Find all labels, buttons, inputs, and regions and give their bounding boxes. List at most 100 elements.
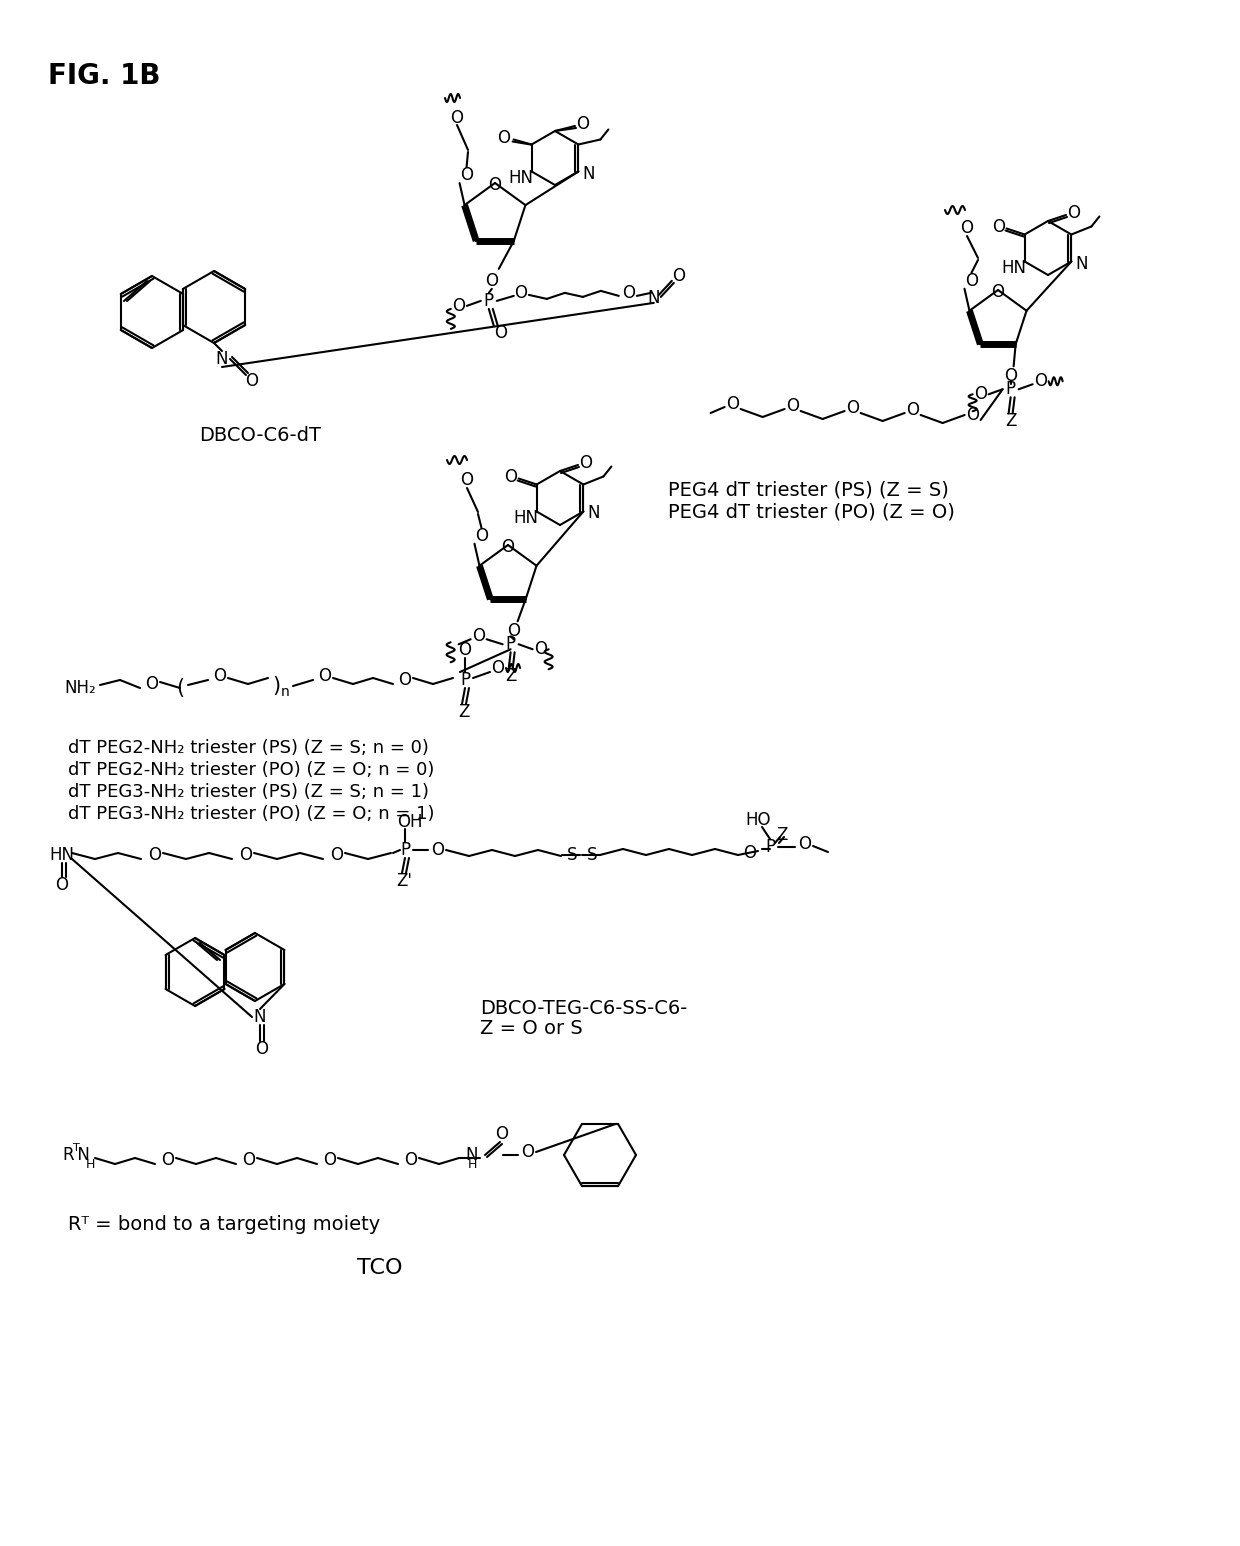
- Text: O: O: [491, 659, 505, 677]
- Text: N: N: [74, 1146, 91, 1164]
- Text: O: O: [145, 676, 159, 693]
- Text: O: O: [404, 1152, 418, 1169]
- Text: Z: Z: [505, 668, 516, 685]
- Text: HN: HN: [1002, 260, 1027, 277]
- Text: O: O: [786, 397, 799, 414]
- Text: O: O: [1068, 204, 1080, 223]
- Text: S: S: [587, 846, 598, 864]
- Text: O: O: [906, 400, 919, 419]
- Text: O: O: [489, 176, 501, 193]
- Text: NH₂: NH₂: [64, 679, 95, 697]
- Text: OH: OH: [397, 813, 423, 832]
- Text: P: P: [401, 841, 410, 860]
- Text: N: N: [466, 1146, 479, 1164]
- Text: ): ): [272, 676, 280, 696]
- Text: Rᵀ = bond to a targeting moiety: Rᵀ = bond to a targeting moiety: [68, 1215, 381, 1235]
- Text: O: O: [992, 283, 1004, 301]
- Text: HN: HN: [50, 846, 74, 864]
- Text: O: O: [744, 844, 756, 863]
- Text: dT PEG2-NH₂ triester (PS) (Z = S; n = 0): dT PEG2-NH₂ triester (PS) (Z = S; n = 0): [68, 739, 429, 758]
- Text: O: O: [472, 628, 485, 645]
- Text: N: N: [254, 1008, 267, 1027]
- Text: O: O: [515, 284, 527, 301]
- Text: N: N: [587, 504, 600, 523]
- Text: O: O: [496, 1125, 508, 1142]
- Text: DBCO-C6-dT: DBCO-C6-dT: [198, 425, 321, 445]
- Text: O: O: [495, 325, 507, 342]
- Text: O: O: [319, 666, 331, 685]
- Text: Z: Z: [1004, 413, 1017, 430]
- Text: O: O: [56, 877, 68, 894]
- Text: R: R: [62, 1146, 74, 1164]
- Text: O: O: [505, 467, 517, 485]
- Text: P: P: [460, 671, 470, 690]
- Text: O: O: [432, 841, 444, 860]
- Text: Z: Z: [459, 703, 470, 720]
- Text: n: n: [280, 685, 289, 699]
- Text: O: O: [622, 284, 635, 301]
- Text: P: P: [484, 292, 494, 309]
- Text: O: O: [965, 272, 978, 289]
- Text: HN: HN: [513, 509, 539, 527]
- Text: DBCO-TEG-C6-SS-C6-: DBCO-TEG-C6-SS-C6-: [480, 999, 687, 1017]
- Text: O: O: [324, 1152, 336, 1169]
- Text: (: (: [176, 679, 184, 697]
- Text: O: O: [213, 666, 227, 685]
- Text: T: T: [73, 1142, 79, 1153]
- Text: O: O: [460, 165, 474, 184]
- Text: O: O: [246, 373, 258, 390]
- Text: PEG4 dT triester (PO) (Z = O): PEG4 dT triester (PO) (Z = O): [668, 502, 955, 521]
- Text: N: N: [216, 349, 228, 368]
- Text: O: O: [579, 455, 593, 472]
- Text: HO: HO: [745, 812, 771, 829]
- Text: O: O: [398, 671, 412, 690]
- Text: O: O: [450, 110, 464, 127]
- Text: O: O: [497, 128, 510, 147]
- Text: O: O: [331, 846, 343, 864]
- Text: O: O: [501, 538, 515, 557]
- Text: O: O: [507, 623, 520, 640]
- Text: O: O: [453, 297, 465, 315]
- Text: HN: HN: [508, 169, 533, 187]
- Text: P: P: [506, 635, 516, 654]
- Text: H: H: [467, 1158, 476, 1172]
- Text: O: O: [243, 1152, 255, 1169]
- Text: O: O: [961, 220, 973, 237]
- Text: FIG. 1B: FIG. 1B: [48, 62, 160, 90]
- Text: O: O: [460, 472, 474, 489]
- Text: N: N: [1075, 255, 1087, 272]
- Text: O: O: [992, 218, 1006, 235]
- Text: Z = O or S: Z = O or S: [480, 1019, 583, 1037]
- Text: O: O: [966, 407, 980, 424]
- Text: Z': Z': [396, 872, 412, 890]
- Text: O: O: [475, 527, 489, 544]
- Text: TCO: TCO: [357, 1258, 403, 1279]
- Text: O: O: [672, 267, 686, 284]
- Text: O: O: [149, 846, 161, 864]
- Text: dT PEG3-NH₂ triester (PS) (Z = S; n = 1): dT PEG3-NH₂ triester (PS) (Z = S; n = 1): [68, 782, 429, 801]
- Text: P: P: [765, 838, 775, 856]
- Text: O: O: [534, 640, 547, 659]
- Text: O: O: [485, 272, 498, 291]
- Text: O: O: [459, 642, 471, 659]
- Text: Z: Z: [776, 826, 787, 844]
- Text: PEG4 dT triester (PS) (Z = S): PEG4 dT triester (PS) (Z = S): [668, 481, 949, 499]
- Text: O: O: [239, 846, 253, 864]
- Text: O: O: [1004, 368, 1017, 385]
- Text: H: H: [86, 1158, 94, 1170]
- Text: dT PEG3-NH₂ triester (PO) (Z = O; n = 1): dT PEG3-NH₂ triester (PO) (Z = O; n = 1): [68, 805, 434, 822]
- Text: O: O: [255, 1040, 269, 1057]
- Text: N: N: [647, 289, 660, 308]
- Text: O: O: [1034, 373, 1047, 390]
- Text: O: O: [577, 114, 589, 133]
- Text: O: O: [799, 835, 811, 853]
- Text: O: O: [727, 394, 739, 413]
- Text: S: S: [567, 846, 578, 864]
- Text: O: O: [161, 1152, 175, 1169]
- Text: N: N: [582, 164, 595, 182]
- Text: dT PEG2-NH₂ triester (PO) (Z = O; n = 0): dT PEG2-NH₂ triester (PO) (Z = O; n = 0): [68, 761, 434, 779]
- Text: P: P: [1006, 380, 1016, 399]
- Text: O: O: [975, 385, 987, 404]
- Text: O: O: [522, 1142, 534, 1161]
- Text: O: O: [846, 399, 859, 417]
